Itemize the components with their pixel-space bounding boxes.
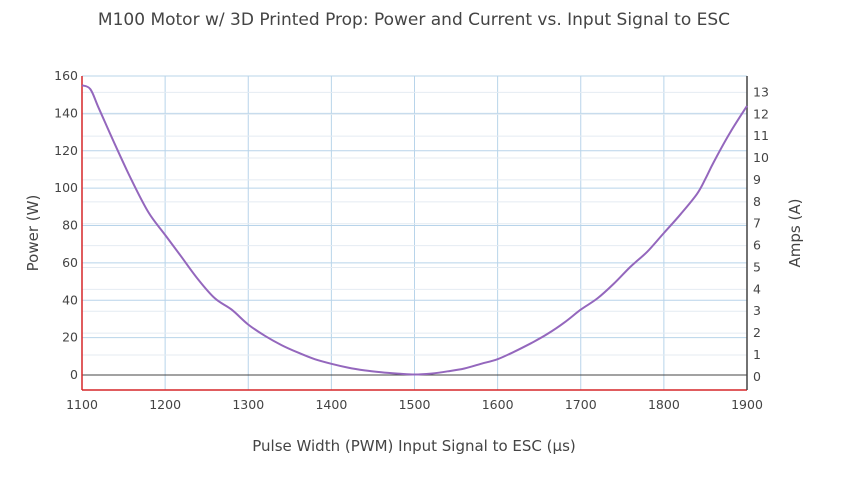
y-tick-label: 100 — [54, 180, 78, 195]
y-tick-label: 140 — [54, 105, 78, 120]
series-line-1 — [81, 84, 748, 376]
y2-axis-title: Amps (A) — [786, 199, 804, 268]
y2-tick-label: 2 — [753, 325, 761, 340]
y-tick-label: 60 — [62, 255, 78, 270]
x-tick-label: 1900 — [731, 397, 763, 412]
x-axis-title: Pulse Width (PWM) Input Signal to ESC (µ… — [252, 437, 576, 455]
y-tick-label: 120 — [54, 143, 78, 158]
series-layer — [81, 84, 748, 376]
x-tick-label: 1300 — [232, 397, 264, 412]
y-tick-label: 160 — [54, 68, 78, 83]
x-tick-label: 1700 — [565, 397, 597, 412]
x-tick-label: 1600 — [482, 397, 514, 412]
y2-tick-label: 6 — [753, 238, 761, 253]
y2-tick-label: 9 — [753, 172, 761, 187]
x-tick-label: 1800 — [648, 397, 680, 412]
y2-tick-label: 13 — [753, 84, 769, 99]
x-tick-label: 1500 — [399, 397, 431, 412]
y2-tick-label: 10 — [753, 150, 769, 165]
x-gridlines — [164, 76, 665, 390]
y2-tick-label: 11 — [753, 128, 769, 143]
x-tick-label: 1100 — [66, 397, 98, 412]
y2-tick-label: 3 — [753, 303, 761, 318]
y-tick-labels: 0 20 40 60 80 100 120 140 160 — [54, 68, 78, 382]
y2-gridlines — [82, 91, 747, 356]
x-tick-label: 1400 — [315, 397, 347, 412]
y2-tick-label: 7 — [753, 216, 761, 231]
y-axis-title: Power (W) — [24, 195, 42, 272]
y-tick-label: 20 — [62, 330, 78, 345]
chart-title: M100 Motor w/ 3D Printed Prop: Power and… — [98, 10, 730, 30]
y2-tick-label: 1 — [753, 347, 761, 362]
y-tick-label: 40 — [62, 292, 78, 307]
y2-tick-label: 8 — [753, 194, 761, 209]
x-tick-labels: 1100 1200 1300 1400 1500 1600 1700 1800 1900 — [66, 397, 763, 412]
y2-tick-label: 4 — [753, 281, 761, 296]
y-tick-label: 80 — [62, 218, 78, 233]
y2-tick-label: 5 — [753, 259, 761, 274]
y-tick-label: 0 — [70, 367, 78, 382]
y2-tick-label: 0 — [753, 369, 761, 384]
y2-tick-label: 12 — [753, 106, 769, 121]
x-tick-label: 1200 — [149, 397, 181, 412]
